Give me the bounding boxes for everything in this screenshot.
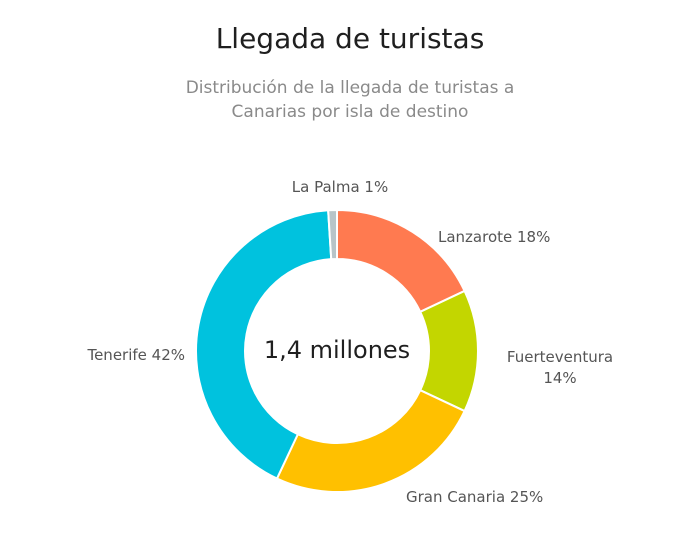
chart-title: Llegada de turistas: [215, 22, 485, 55]
center-total-label: 1,4 millones: [264, 336, 410, 364]
label-lanzarote: Lanzarote 18%: [438, 228, 550, 246]
slice-gran-canaria: [275, 388, 466, 493]
slice-fuerteventura: [418, 289, 479, 413]
chart-subtitle: Distribución de la llegada de turistas a…: [185, 78, 515, 122]
label-la-palma: La Palma 1%: [292, 178, 388, 196]
donut-slices: [195, 208, 479, 493]
slice-tenerife: [195, 209, 333, 480]
label-gran-canaria: Gran Canaria 25%: [406, 488, 543, 506]
label-fuerteventura: Fuerteventura 14%: [507, 348, 613, 387]
slice-labels: Lanzarote 18% Fuerteventura 14% Gran Canari…: [86, 178, 613, 506]
slice-lanzarote: [336, 208, 466, 314]
slice-la-palma: [327, 208, 338, 261]
label-tenerife: Tenerife 42%: [86, 346, 185, 364]
